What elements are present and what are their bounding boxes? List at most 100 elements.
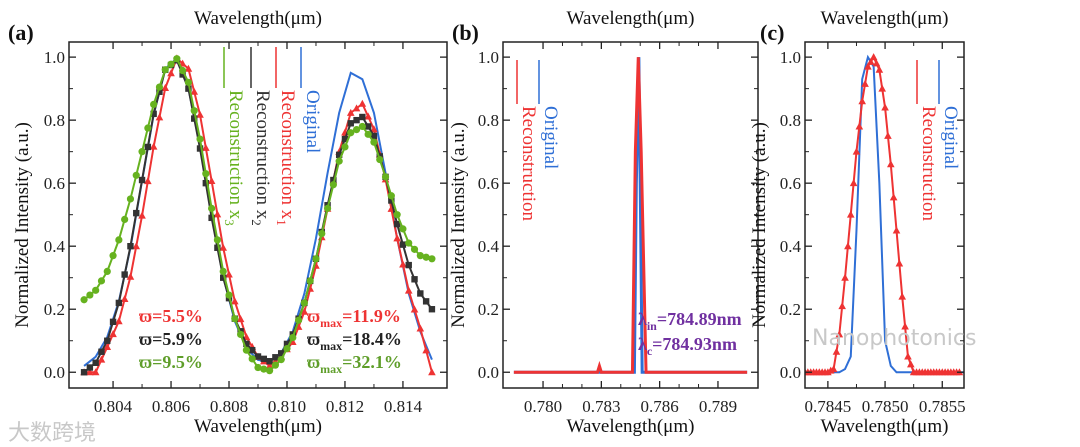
annotation: ϖmax=18.4%	[307, 329, 402, 353]
series-marker-3	[219, 267, 227, 276]
annotation-subscript: c	[647, 344, 653, 358]
annotation: λin=784.89nm	[638, 309, 742, 333]
y-axis-label: Normalized Intensity (a.u.)	[12, 122, 33, 328]
series-marker-2	[422, 298, 430, 305]
annotation: λc=784.93nm	[638, 334, 737, 358]
legend-subscript: 3	[222, 219, 237, 226]
series-marker-1	[866, 57, 875, 65]
annotation-value: =11.9%	[342, 306, 401, 326]
annotation-subscript: in	[647, 319, 657, 333]
series-marker-1	[904, 352, 912, 360]
series-marker-1	[115, 317, 123, 325]
series-marker-3	[289, 333, 297, 342]
series-marker-1	[886, 160, 895, 168]
series-marker-1	[364, 112, 372, 120]
series-marker-1	[225, 270, 233, 278]
series-marker-1	[884, 131, 892, 139]
series-marker-3	[265, 367, 274, 375]
annotation-value: =5.5%	[152, 306, 203, 326]
x-tick-label: 0.812	[326, 397, 364, 416]
series-marker-3	[132, 171, 140, 179]
series-marker-3	[184, 78, 193, 86]
y-tick-label: 0.4	[478, 237, 500, 256]
series-marker-2	[196, 145, 204, 152]
series-marker-1	[109, 330, 117, 338]
series-marker-3	[387, 192, 395, 200]
series-marker-1	[265, 361, 274, 369]
legend-label: Reconstruction	[518, 106, 539, 222]
annotation-symbol: λ	[638, 309, 647, 329]
series-marker-2	[220, 274, 227, 281]
series-marker-1	[898, 292, 907, 300]
series-marker-3	[323, 204, 332, 212]
series-marker-1	[184, 64, 193, 72]
series-marker-3	[294, 316, 303, 324]
panel-c: 0.7845 0.7850 0.7855 0.0 0.2 0.4 0.6 0.8 1.0 Wave…	[749, 8, 966, 437]
series-marker-1	[120, 294, 129, 302]
series-marker-1	[878, 84, 887, 92]
series-marker-2	[393, 220, 401, 228]
series-marker-3	[225, 291, 233, 299]
legend-label: Reconstruction	[918, 106, 939, 222]
series-marker-3	[231, 315, 239, 323]
legend-label: Reconstruction x	[225, 90, 246, 220]
series-marker-3	[121, 215, 129, 224]
annotation-subscript: max	[320, 316, 342, 330]
series-marker-3	[335, 157, 343, 165]
series-marker-2	[179, 71, 186, 78]
panel-label: (a)	[8, 20, 34, 45]
annotation-symbol: ϖ	[307, 306, 320, 326]
watermark-right: Nanophotonics	[812, 326, 976, 351]
y-axis-label: Normalized Intensity (a.u.)	[448, 122, 469, 328]
y-tick-label: 0.6	[478, 174, 499, 193]
x-axis-label: Wavelength(μm)	[821, 416, 949, 437]
series-marker-2	[243, 340, 250, 348]
series-marker-3	[416, 252, 424, 260]
series-marker-3	[277, 356, 285, 364]
series-marker-3	[242, 346, 251, 354]
legend-entry: Reconstruction	[518, 106, 539, 222]
series-marker-1	[399, 260, 407, 268]
watermark-left: 大数跨境	[8, 421, 96, 446]
series-marker-1	[428, 368, 436, 376]
series-marker-3	[237, 330, 245, 339]
series-marker-1	[832, 347, 841, 355]
series-marker-1	[895, 259, 904, 267]
annotation-value: =9.5%	[152, 352, 203, 372]
series-marker-3	[144, 124, 152, 132]
series-marker-1	[907, 360, 915, 368]
series-marker-2	[353, 116, 360, 124]
series-marker-1	[892, 226, 901, 234]
series-marker-3	[410, 245, 419, 253]
series-marker-2	[144, 143, 152, 151]
series-line-0	[805, 54, 964, 374]
series-marker-2	[399, 241, 407, 248]
annotation-value: =18.4%	[342, 329, 402, 349]
y-tick-label: 0.2	[44, 300, 65, 319]
series-marker-2	[364, 123, 372, 130]
legend-subscript: 2	[249, 219, 264, 226]
series-marker-1	[149, 142, 158, 150]
series-marker-3	[306, 277, 314, 285]
series-marker-2	[370, 132, 378, 140]
series-marker-1	[138, 211, 146, 219]
series-marker-1	[852, 147, 861, 155]
series-marker-2	[208, 214, 215, 222]
series-marker-1	[872, 59, 881, 67]
series-marker-3	[341, 143, 349, 151]
series-marker-1	[901, 322, 909, 330]
series-marker-2	[98, 348, 105, 355]
series-marker-1	[167, 69, 175, 77]
y-tick-label: 0.2	[780, 300, 801, 319]
series-marker-2	[86, 364, 94, 371]
series-marker-2	[359, 113, 366, 121]
series-marker-1	[155, 113, 164, 121]
series-marker-1	[358, 99, 367, 107]
legend-entry: Reconstruction	[918, 106, 939, 222]
plot-area	[80, 54, 436, 376]
series-marker-1	[844, 242, 852, 250]
series-marker-3	[80, 296, 88, 304]
series-marker-1	[838, 302, 846, 310]
top-axis-label: Wavelength(μm)	[194, 8, 322, 29]
